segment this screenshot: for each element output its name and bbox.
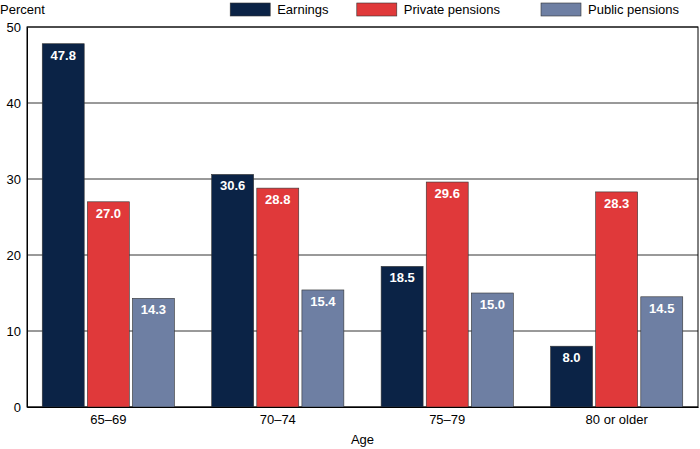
bar: [551, 346, 593, 407]
tick-label: 40: [7, 96, 21, 111]
tick-label: 75–79: [429, 412, 465, 427]
legend: Earnings Private pensions Public pensions: [230, 2, 679, 17]
bar: [257, 188, 299, 407]
grid-line: [27, 179, 698, 180]
data-label: 18.5: [389, 270, 414, 285]
data-label: 15.0: [480, 297, 505, 312]
plot-frame: [27, 27, 698, 407]
bar: [132, 298, 174, 407]
bar: [426, 182, 468, 407]
axis-line: [27, 28, 28, 408]
bar: [596, 192, 638, 407]
y-axis: 0 10 20 30 40 50: [7, 20, 28, 415]
grid-line: [27, 103, 698, 104]
data-label: 30.6: [220, 178, 245, 193]
data-label: 27.0: [96, 206, 121, 221]
legend-item: Private pensions: [357, 2, 501, 17]
data-label: 28.8: [265, 192, 290, 207]
tick-label: 65–69: [90, 412, 126, 427]
tick: 10: [7, 324, 27, 339]
x-axis-title: Age: [351, 432, 374, 447]
tick: 70–74: [260, 407, 296, 427]
legend-item: Earnings: [230, 2, 329, 17]
bar: [641, 297, 683, 407]
data-labels: 47.8 30.6 18.5 8.0 27.0 28.8 29.6 28.3 14.3 15.4 1…: [51, 48, 675, 365]
tick: 50: [7, 20, 27, 35]
legend-label: Earnings: [277, 2, 329, 17]
data-label: 29.6: [435, 186, 460, 201]
bar: [471, 293, 513, 407]
bar: [302, 290, 344, 407]
axis-line: [28, 407, 699, 408]
legend-swatch: [357, 3, 397, 16]
legend-swatch: [541, 3, 581, 16]
tick: 75–79: [429, 407, 465, 427]
tick-label: 30: [7, 172, 21, 187]
legend-label: Public pensions: [588, 2, 680, 17]
bars: [42, 44, 683, 407]
chart: 47.8 30.6 18.5 8.0 27.0 28.8 29.6 28.3 14.3 15.4 1…: [0, 0, 700, 449]
data-label: 14.5: [649, 301, 674, 316]
data-label: 14.3: [141, 302, 166, 317]
tick-label: 80 or older: [586, 412, 649, 427]
legend-item: Public pensions: [541, 2, 680, 17]
tick-label: 70–74: [260, 412, 296, 427]
tick-label: 50: [7, 20, 21, 35]
tick-label: 20: [7, 248, 21, 263]
tick: 30: [7, 172, 27, 187]
tick: 40: [7, 96, 27, 111]
tick-label: 10: [7, 324, 21, 339]
legend-swatch: [230, 3, 270, 16]
plot: 47.8 30.6 18.5 8.0 27.0 28.8 29.6 28.3 14.3 15.4 1…: [7, 20, 699, 428]
data-label: 47.8: [51, 48, 76, 63]
tick: 80 or older: [586, 407, 649, 427]
tick: 65–69: [90, 407, 126, 427]
grid: [27, 27, 698, 407]
bar: [87, 202, 129, 407]
bar: [381, 266, 423, 407]
data-label: 28.3: [604, 196, 629, 211]
tick: 20: [7, 248, 27, 263]
x-axis: 65–69 70–74 75–79 80 or older: [28, 407, 699, 427]
data-label: 8.0: [563, 350, 581, 365]
bar: [42, 44, 84, 407]
tick-label: 0: [14, 400, 21, 415]
data-label: 15.4: [310, 294, 336, 309]
y-axis-title: Percent: [0, 2, 45, 17]
legend-label: Private pensions: [404, 2, 501, 17]
bar: [212, 174, 254, 407]
tick: 0: [14, 400, 27, 415]
